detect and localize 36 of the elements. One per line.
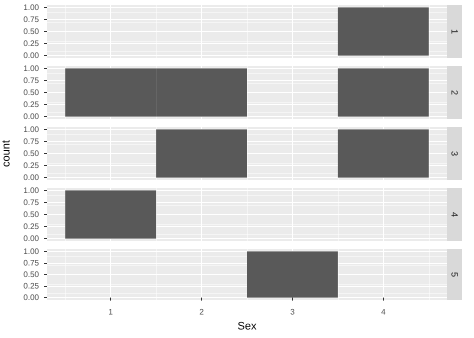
y-tick-label: 0.25	[23, 161, 40, 170]
y-tick-label: 0.75	[23, 76, 40, 85]
y-axis-title: count	[0, 140, 12, 167]
y-tick-label: 1.00	[23, 186, 40, 195]
y-tick-label: 0.50	[23, 149, 40, 158]
y-tick-label: 1.00	[23, 246, 40, 256]
y-tick-label: 0.00	[23, 112, 40, 122]
y-tick-label: 1.00	[23, 2, 40, 12]
y-tick-label: 0.50	[23, 270, 40, 279]
y-tick-label: 0.75	[23, 14, 40, 24]
y-tick-label: 0.75	[23, 136, 40, 146]
text: 3	[450, 150, 460, 156]
y-tick-label: 0.00	[23, 234, 40, 244]
y-tick-label: 0.25	[23, 222, 40, 232]
text: 2	[450, 90, 460, 96]
y-tick-label: 1.00	[23, 124, 40, 134]
y-tick-label: 0.50	[23, 88, 40, 97]
x-tick-label: 4	[381, 308, 386, 316]
text: 1	[450, 28, 460, 34]
y-tick-label: 0.50	[23, 27, 40, 36]
y-tick-label: 0.50	[23, 210, 40, 219]
y-tick-label: 1.00	[23, 64, 40, 73]
y-tick-label: 0.00	[23, 51, 40, 60]
text: 4	[450, 212, 460, 218]
y-tick-label: 0.75	[23, 258, 40, 268]
text: 5	[450, 272, 460, 278]
y-tick-label: 0.25	[23, 100, 40, 110]
x-axis-title: Sex	[238, 320, 257, 332]
x-tick-label: 3	[290, 308, 296, 316]
y-tick-label: 0.25	[23, 282, 40, 291]
y-tick-label: 0.00	[23, 293, 40, 302]
x-tick-label: 2	[199, 308, 204, 316]
y-tick-label: 0.00	[23, 173, 40, 182]
y-tick-label: 0.75	[23, 198, 40, 207]
y-tick-label: 0.25	[23, 39, 40, 48]
x-tick-label: 1	[108, 308, 114, 316]
